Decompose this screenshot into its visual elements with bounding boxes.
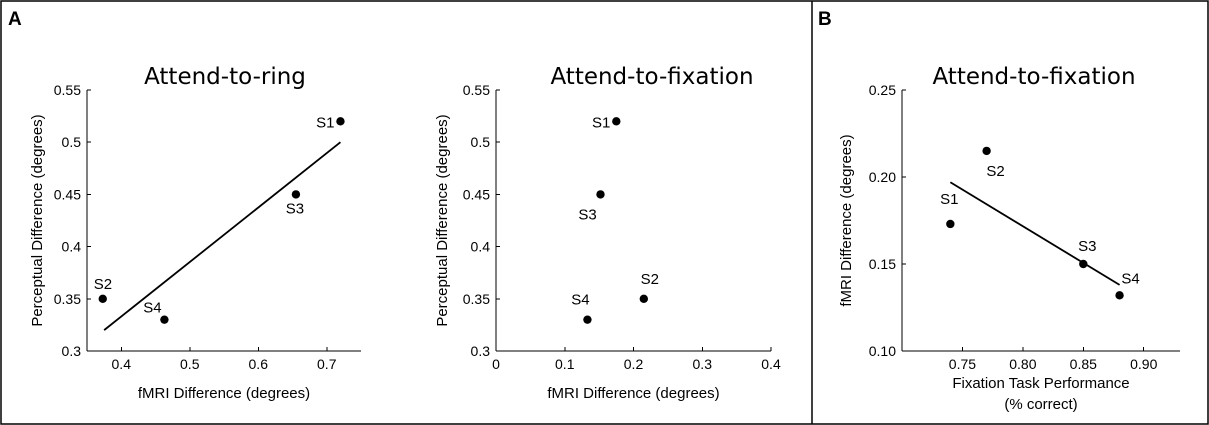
point-label-s4: S4	[1121, 270, 1139, 287]
data-point-s3	[1079, 259, 1088, 269]
point-label-s2: S2	[641, 271, 659, 288]
regression-line	[949, 181, 1121, 286]
panel-label-a: A	[8, 9, 22, 30]
data-point-s4	[583, 315, 592, 324]
x-tick-label: 0.3	[693, 356, 713, 372]
point-label-s1: S1	[940, 191, 958, 208]
y-tick-label: 0.55	[54, 82, 81, 98]
x-tick-label: 0.85	[1070, 356, 1097, 372]
data-point-s2	[982, 146, 991, 156]
y-tick-label: 0.3	[62, 343, 82, 359]
y-tick-label: 0.25	[869, 82, 896, 98]
x-tick-label: 0.1	[555, 356, 575, 372]
data-point-s2	[639, 294, 649, 303]
data-point-s1	[946, 219, 955, 229]
x-tick-label: 0.7	[317, 356, 337, 372]
x-tick-label: 0.6	[249, 356, 269, 372]
x-axis-label: Fixation Task Performance	[952, 375, 1129, 392]
regression-line	[103, 141, 342, 331]
point-label-s3: S3	[578, 206, 596, 223]
y-tick-label: 0.35	[54, 291, 81, 307]
x-tick-label: 0	[492, 356, 500, 372]
x-tick-label: 0.2	[624, 356, 644, 372]
data-point-s1	[336, 117, 345, 126]
y-tick-label: 0.10	[869, 343, 896, 359]
data-point-s4	[160, 315, 169, 324]
point-label-s4: S4	[143, 300, 161, 317]
chart-title: Attend-to-fixation	[550, 64, 753, 90]
y-tick-label: 0.3	[471, 343, 491, 359]
point-label-s2: S2	[986, 163, 1004, 180]
chart-title: Attend-to-ring	[144, 64, 306, 90]
y-tick-label: 0.5	[471, 134, 491, 150]
chart-title: Attend-to-fixation	[932, 64, 1135, 90]
x-axis-label-line2: (% correct)	[1004, 396, 1077, 413]
y-axis-label: Perceptual Difference (degrees)	[29, 114, 46, 326]
x-tick-label: 0.90	[1130, 356, 1157, 372]
y-axis-label: Perceptual Difference (degrees)	[434, 114, 451, 326]
x-tick-label: 0.80	[1009, 356, 1036, 372]
point-label-s1: S1	[592, 114, 610, 131]
data-point-s2	[98, 294, 107, 303]
y-tick-label: 0.35	[463, 291, 490, 307]
data-point-s3	[596, 190, 605, 199]
y-axis-label: fMRI Difference (degrees)	[838, 134, 855, 306]
x-axis-label: fMRI Difference (degrees)	[138, 385, 310, 402]
y-tick-label: 0.15	[869, 256, 896, 272]
point-label-s1: S1	[316, 114, 334, 131]
x-tick-label: 0.4	[761, 356, 781, 372]
x-tick-label: 0.4	[112, 356, 132, 372]
x-tick-label: 0.75	[949, 356, 976, 372]
charts-layer: 0.4 0.5 0.6 0.7 0.3 0.35 0.4 0.45 0.5 0.55 Attend-…	[29, 64, 1180, 413]
chart-1: 0.4 0.5 0.6 0.7 0.3 0.35 0.4 0.45 0.5 0.55 Attend-…	[29, 64, 361, 402]
point-label-s4: S4	[571, 292, 589, 309]
chart-2: 0 0.1 0.2 0.3 0.4 0.3 0.35 0.4 0.45 0.5 0.55 Attend…	[434, 64, 781, 402]
data-point-s4	[1115, 291, 1124, 300]
panel-label-b: B	[818, 9, 832, 30]
y-tick-label: 0.4	[471, 239, 491, 255]
y-tick-label: 0.45	[463, 186, 490, 202]
data-point-s3	[291, 190, 301, 199]
x-tick-label: 0.5	[180, 356, 200, 372]
chart-3: 0.75 0.80 0.85 0.90 0.10 0.15 0.20 0.25 Attend-t…	[838, 64, 1180, 413]
point-label-s2: S2	[94, 276, 112, 293]
point-label-s3: S3	[286, 200, 304, 217]
data-point-s1	[612, 117, 621, 126]
point-label-s3: S3	[1078, 238, 1096, 255]
y-tick-label: 0.45	[54, 186, 81, 202]
x-axis-label: fMRI Difference (degrees)	[547, 385, 719, 402]
y-tick-label: 0.5	[62, 134, 82, 150]
y-tick-label: 0.4	[62, 239, 82, 255]
y-tick-label: 0.55	[463, 82, 490, 98]
y-tick-label: 0.20	[869, 169, 896, 185]
